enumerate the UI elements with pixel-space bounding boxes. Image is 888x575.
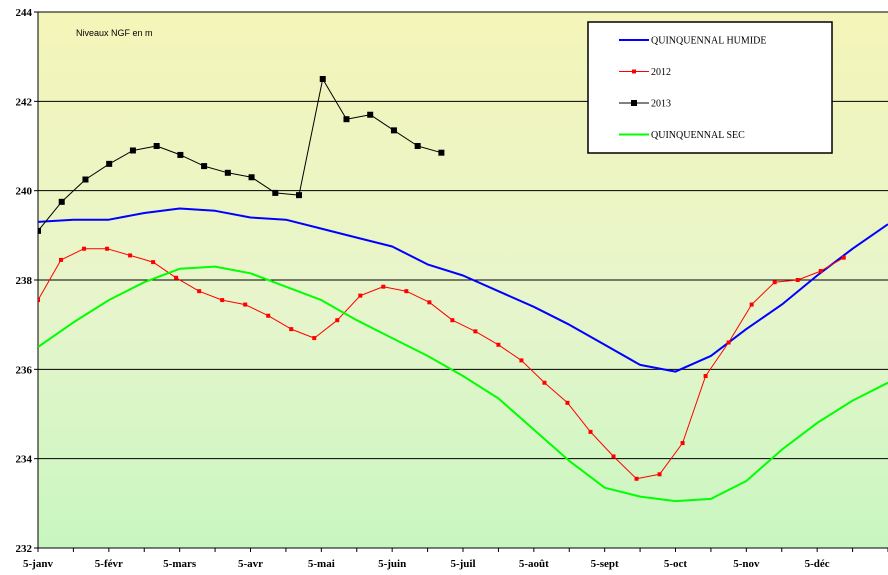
data-point [634, 476, 639, 481]
series-quinquennal-humide [38, 207, 888, 373]
data-point [312, 336, 317, 341]
y-tick-label: 232 [16, 543, 33, 555]
data-point [414, 143, 421, 149]
y-tick-label: 238 [16, 275, 33, 287]
series-quinquennal-sec [38, 265, 888, 503]
x-tick-label: 5-nov [733, 558, 760, 570]
legend-item: QUINQUENNAL SEC [619, 130, 745, 141]
data-point [749, 302, 754, 307]
series-line [38, 265, 888, 503]
legend-item: QUINQUENNAL HUMIDE [619, 36, 766, 47]
legend-label: 2012 [651, 67, 671, 78]
data-point [319, 76, 326, 82]
data-point [427, 300, 432, 305]
y-tick-label: 236 [16, 364, 33, 376]
x-tick-label: 5-mars [163, 558, 197, 570]
series-line [38, 248, 844, 480]
data-point [128, 253, 133, 258]
x-tick-label: 5-déc [805, 558, 830, 570]
data-point [266, 313, 271, 318]
data-point [106, 160, 113, 167]
data-point [38, 298, 40, 303]
data-point [243, 302, 248, 307]
series-2013 [38, 76, 445, 234]
x-tick-label: 5-avr [238, 558, 263, 570]
y-tick-label: 244 [16, 7, 33, 19]
data-point [129, 147, 136, 154]
legend-label: QUINQUENNAL SEC [651, 130, 745, 141]
data-point [565, 400, 570, 405]
data-point [795, 278, 800, 282]
data-point [438, 149, 445, 156]
data-point [248, 174, 255, 181]
data-point [611, 454, 616, 459]
data-point [588, 429, 593, 434]
data-point [335, 318, 340, 323]
data-point [772, 280, 777, 285]
axes: 232 234 236 238 240 242 244 5-janv 5-févr 5-mars 5… [16, 7, 888, 570]
data-point [404, 289, 409, 294]
y-tick-label: 242 [16, 96, 33, 108]
series-2012 [38, 246, 846, 481]
data-point [220, 298, 225, 303]
y-tick-label: 240 [16, 186, 33, 198]
data-point [296, 192, 303, 199]
data-point [272, 189, 279, 196]
legend-marker [631, 100, 637, 106]
data-point [680, 441, 685, 446]
data-point [496, 342, 501, 347]
data-point [105, 246, 110, 251]
legend-marker [632, 69, 636, 74]
data-point [450, 318, 455, 323]
data-point [657, 472, 662, 477]
x-tick-label: 5-juin [378, 558, 406, 570]
series-line [38, 78, 442, 232]
data-point [58, 198, 65, 205]
y-tick-label: 234 [16, 454, 33, 466]
x-tick-label: 5-févr [95, 558, 123, 570]
data-point [726, 340, 731, 345]
data-point [177, 151, 184, 158]
data-point [519, 358, 524, 363]
x-tick-label: 5-oct [664, 558, 688, 570]
data-point [82, 176, 89, 183]
data-point [82, 246, 87, 251]
legend-box [587, 21, 833, 154]
data-point [343, 116, 350, 123]
data-point [153, 143, 160, 149]
units-note: Niveaux NGF en m [76, 28, 153, 38]
data-point [381, 284, 386, 289]
data-point [151, 260, 156, 265]
legend-item: 2012 [619, 67, 671, 78]
data-point [841, 255, 846, 260]
legend: QUINQUENNAL HUMIDE 2012 2013 QUINQUENNAL SE… [587, 21, 833, 154]
data-point [59, 257, 64, 262]
x-tick-label: 5-juil [450, 558, 475, 570]
x-tick-label: 5-janv [23, 558, 53, 570]
data-point [390, 127, 397, 134]
x-tick-label: 5-août [519, 558, 549, 570]
data-point [473, 329, 478, 334]
data-point [818, 269, 823, 274]
data-point [703, 374, 708, 379]
data-point [174, 275, 179, 280]
data-point [358, 293, 363, 298]
data-point [197, 289, 202, 294]
data-point [38, 227, 41, 234]
legend-label: QUINQUENNAL HUMIDE [651, 36, 766, 47]
series-layer [38, 76, 888, 503]
data-point [542, 380, 547, 385]
x-tick-label: 5-mai [308, 558, 335, 570]
data-point [201, 163, 208, 170]
data-point [367, 111, 374, 118]
data-point [289, 327, 294, 332]
series-line [38, 207, 888, 373]
legend-label: 2013 [651, 99, 671, 110]
x-tick-label: 5-sept [591, 558, 619, 570]
data-point [224, 169, 231, 176]
legend-item: 2013 [619, 99, 671, 110]
